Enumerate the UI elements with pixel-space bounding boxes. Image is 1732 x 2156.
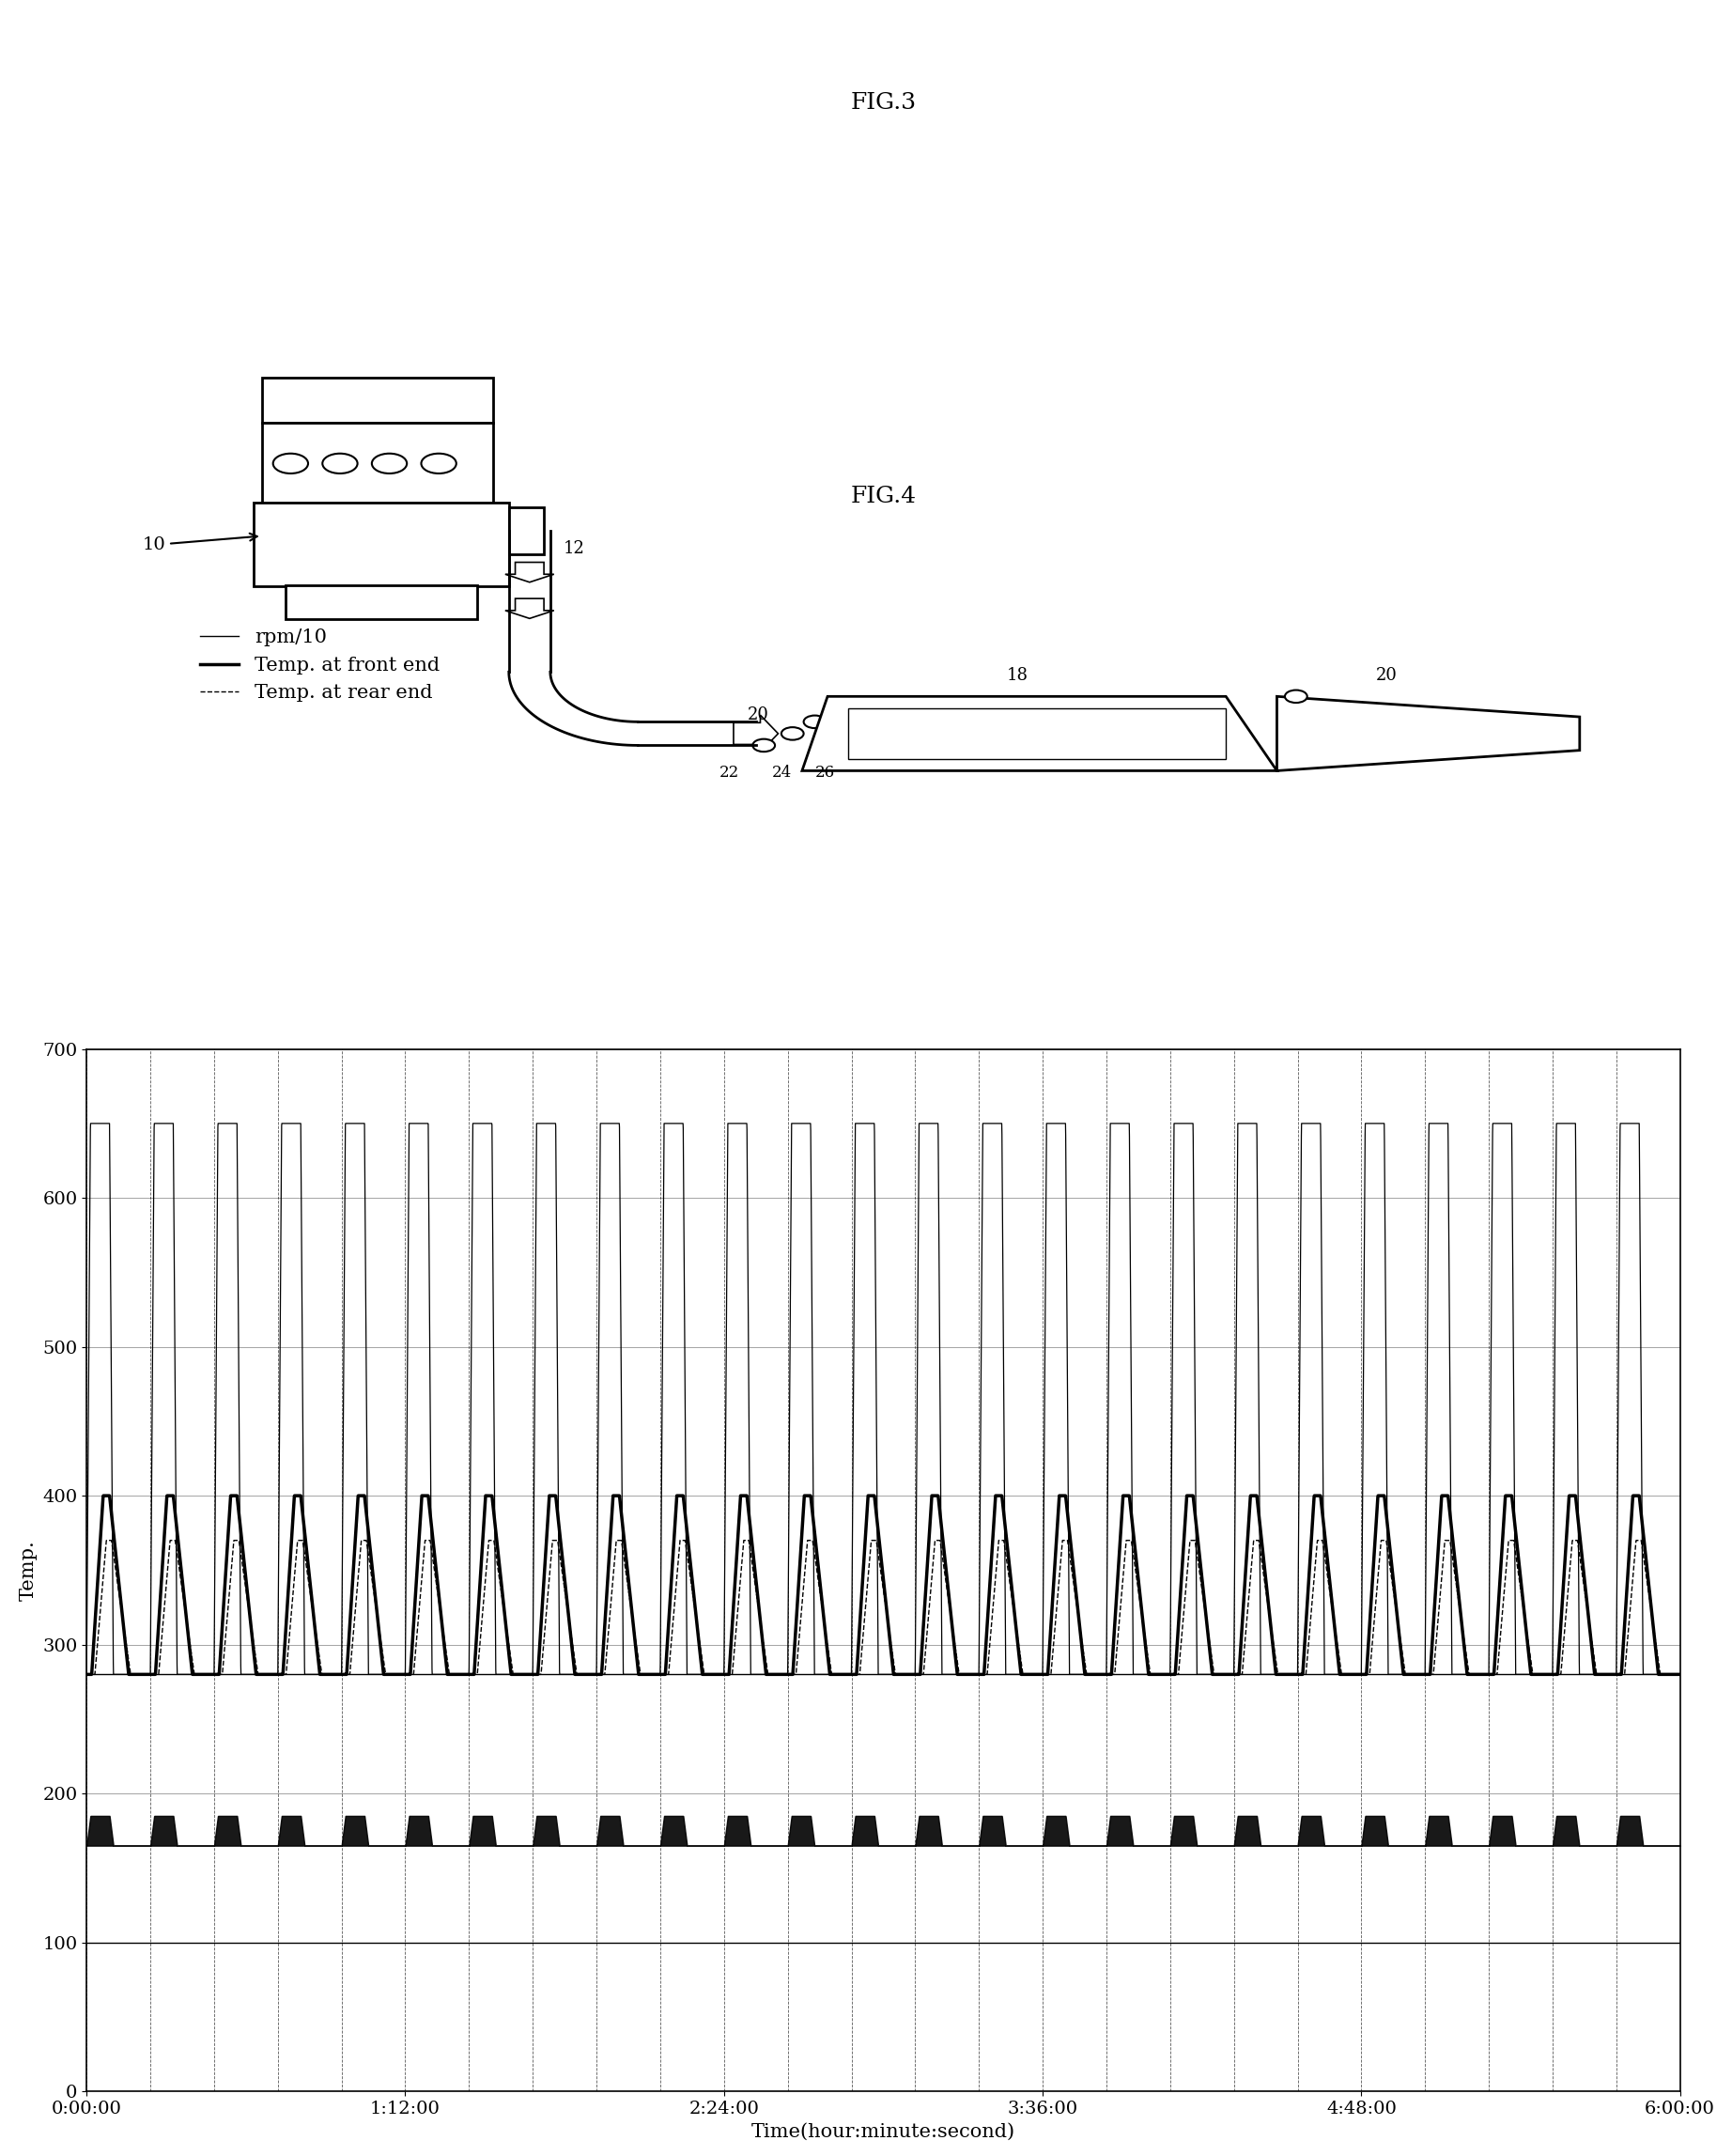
- Circle shape: [804, 716, 826, 729]
- Polygon shape: [802, 696, 1276, 770]
- Legend: rpm/10, Temp. at front end, Temp. at rear end: rpm/10, Temp. at front end, Temp. at rea…: [192, 621, 447, 709]
- Bar: [849, 707, 1226, 759]
- Circle shape: [322, 453, 357, 474]
- Text: 18: 18: [1006, 666, 1029, 683]
- Circle shape: [274, 453, 308, 474]
- Polygon shape: [1276, 696, 1580, 770]
- Text: 20: 20: [1375, 666, 1398, 683]
- Bar: [509, 507, 544, 554]
- Text: FIG.3: FIG.3: [850, 93, 916, 114]
- Text: 10: 10: [142, 533, 256, 554]
- Text: 24: 24: [772, 765, 792, 780]
- Text: 26: 26: [814, 765, 835, 780]
- Text: 22: 22: [719, 765, 740, 780]
- Polygon shape: [734, 716, 778, 752]
- Bar: [262, 423, 494, 505]
- Y-axis label: Temp.: Temp.: [19, 1539, 38, 1600]
- Polygon shape: [506, 599, 554, 619]
- Bar: [262, 377, 494, 423]
- Bar: [255, 502, 509, 586]
- Circle shape: [781, 727, 804, 740]
- Circle shape: [753, 740, 774, 752]
- Circle shape: [421, 453, 456, 474]
- Circle shape: [372, 453, 407, 474]
- Text: 20: 20: [748, 707, 769, 724]
- X-axis label: Time(hour:minute:second): Time(hour:minute:second): [752, 2124, 1015, 2141]
- Text: 12: 12: [563, 539, 584, 556]
- Bar: [286, 584, 476, 619]
- Circle shape: [1285, 690, 1308, 703]
- Text: FIG.4: FIG.4: [850, 485, 916, 507]
- Polygon shape: [506, 563, 554, 582]
